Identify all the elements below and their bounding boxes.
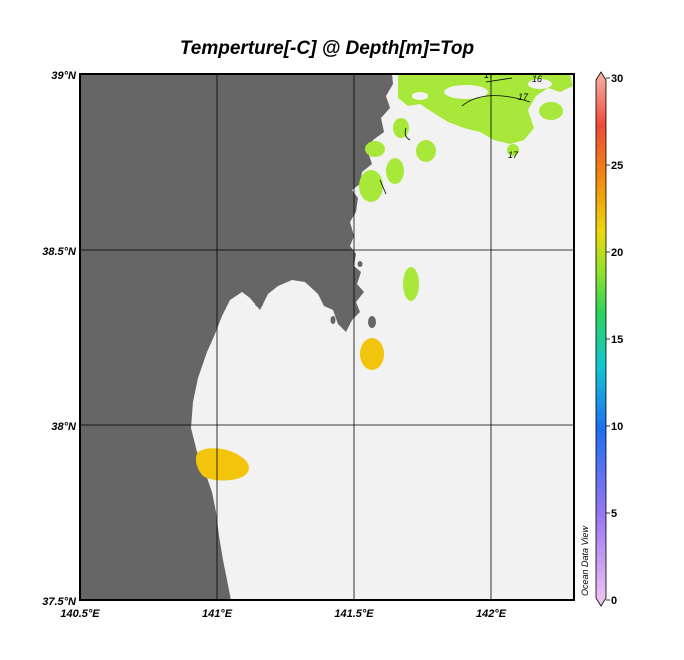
lat-tick-label: 37.5°N [42,596,77,608]
temperature-field-17c [359,74,573,301]
colorbar-tick-label: 15 [611,334,623,346]
island [255,301,263,307]
map-area: 16 17 17 17 [80,70,574,600]
contour-lines [379,77,531,195]
temperature-field-20c [195,338,384,481]
software-credit: Ocean Data View [580,526,590,596]
island [368,316,376,328]
no-data-gap [412,79,552,100]
contour-label: 17 [508,150,519,160]
contour-label: 16 [532,74,542,84]
land-mass [80,74,393,600]
colorbar: 30 25 20 15 10 5 0 [595,71,623,607]
lon-tick-label: 142°E [476,608,507,620]
colorbar-tick-label: 30 [611,73,623,85]
lat-tick-label: 38.5°N [42,246,77,258]
lat-tick-label: 38°N [51,421,77,433]
lon-tick-label: 141.5°E [334,608,374,620]
chart-title: Temperture[-C] @ Depth[m]=Top [180,38,474,59]
lat-tick-label: 39°N [51,70,77,82]
lon-tick-label: 141°E [202,608,233,620]
colorbar-tick-label: 25 [611,160,623,172]
map-frame [79,73,575,601]
lon-tick-label: 140.5°E [60,608,100,620]
colorbar-tick-label: 10 [611,421,623,433]
island [357,261,363,267]
island [378,121,382,127]
contour-label: 17 [484,70,495,80]
contour-label: 17 [518,92,529,102]
grid-lines [80,74,574,600]
island [330,316,336,324]
colorbar-tick-label: 20 [611,247,623,259]
colorbar-bar [595,71,607,607]
colorbar-tick-label: 5 [611,508,617,520]
colorbar-tick-label: 0 [611,595,617,607]
